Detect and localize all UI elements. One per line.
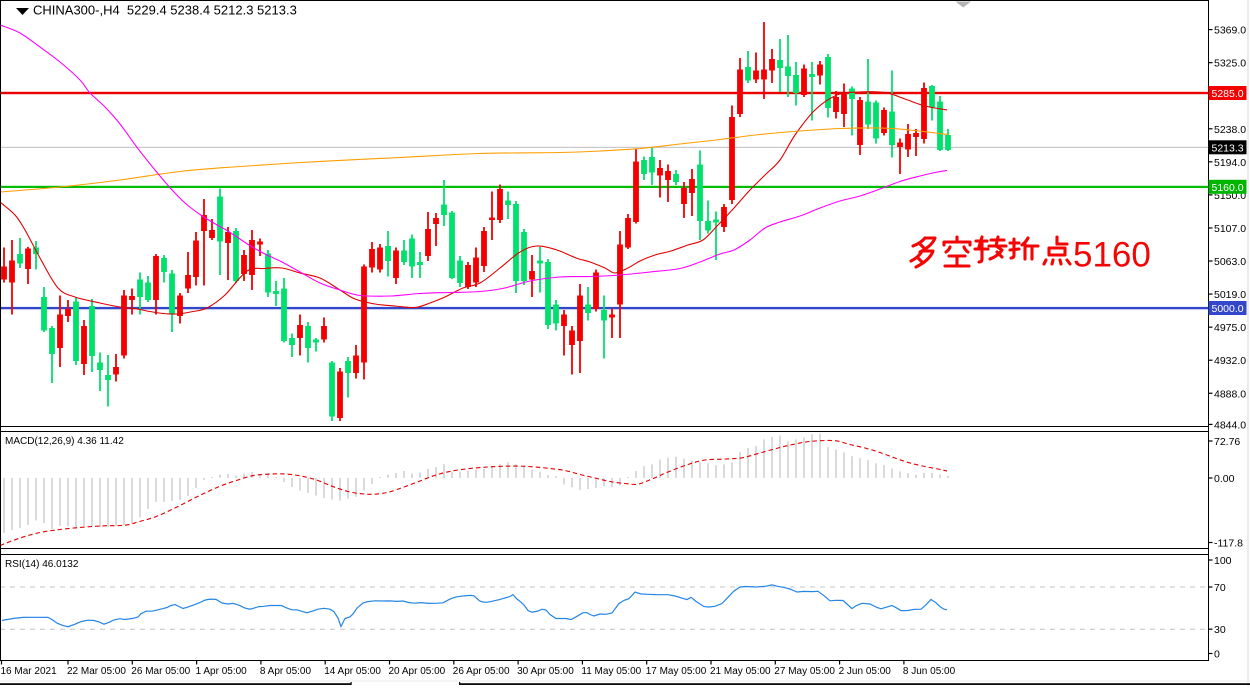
svg-text:4844.0: 4844.0 (1214, 419, 1246, 431)
svg-text:26 Apr 05:00: 26 Apr 05:00 (453, 666, 510, 677)
svg-text:14 Apr 05:00: 14 Apr 05:00 (324, 666, 381, 677)
svg-text:11 May 05:00: 11 May 05:00 (581, 666, 641, 677)
svg-text:4932.0: 4932.0 (1214, 355, 1246, 367)
svg-text:27 May 05:00: 27 May 05:00 (774, 666, 835, 677)
svg-text:5285.0: 5285.0 (1212, 88, 1244, 100)
svg-text:22 Mar 05:00: 22 Mar 05:00 (67, 666, 126, 677)
svg-text:0.00: 0.00 (1214, 473, 1235, 485)
svg-text:0: 0 (1214, 649, 1220, 661)
svg-text:CHINA300-,H4 5229.4 5238.4 52: CHINA300-,H4 5229.4 5238.4 5212.3 5213.3 (33, 3, 297, 18)
svg-text:5213.3: 5213.3 (1212, 142, 1244, 154)
svg-text:21 May 05:00: 21 May 05:00 (710, 666, 771, 677)
svg-text:5063.0: 5063.0 (1214, 256, 1246, 268)
svg-text:5107.0: 5107.0 (1214, 223, 1246, 235)
svg-text:MACD(12,26,9) 4.36 11.42: MACD(12,26,9) 4.36 11.42 (5, 436, 124, 447)
svg-text:5194.0: 5194.0 (1214, 157, 1246, 169)
svg-text:8 Jun 05:00: 8 Jun 05:00 (903, 666, 956, 677)
svg-text:26 Mar 05:00: 26 Mar 05:00 (131, 666, 190, 677)
svg-text:20 Apr 05:00: 20 Apr 05:00 (389, 666, 446, 677)
svg-text:5325.0: 5325.0 (1214, 58, 1246, 70)
svg-text:8 Apr 05:00: 8 Apr 05:00 (260, 666, 312, 677)
svg-text:5238.0: 5238.0 (1214, 124, 1246, 136)
svg-text:4888.0: 4888.0 (1214, 388, 1246, 400)
svg-text:72.76: 72.76 (1214, 436, 1240, 448)
svg-text:30 Apr 05:00: 30 Apr 05:00 (517, 666, 574, 677)
svg-text:5000.0: 5000.0 (1212, 303, 1244, 315)
svg-text:2 Jun 05:00: 2 Jun 05:00 (839, 666, 892, 677)
svg-text:17 May 05:00: 17 May 05:00 (646, 666, 707, 677)
svg-text:30: 30 (1214, 624, 1226, 636)
svg-text:5160: 5160 (1073, 236, 1151, 275)
svg-text:16 Mar 2021: 16 Mar 2021 (1, 666, 58, 677)
svg-text:100: 100 (1214, 555, 1232, 567)
svg-text:5019.0: 5019.0 (1214, 289, 1246, 301)
svg-text:70: 70 (1214, 582, 1226, 594)
svg-text:1 Apr 05:00: 1 Apr 05:00 (196, 666, 248, 677)
svg-text:5369.0: 5369.0 (1214, 25, 1246, 37)
svg-text:5160.0: 5160.0 (1212, 182, 1244, 194)
svg-text:-117.8: -117.8 (1214, 538, 1243, 550)
svg-text:4975.0: 4975.0 (1214, 322, 1246, 334)
svg-text:RSI(14) 46.0132: RSI(14) 46.0132 (5, 559, 79, 570)
